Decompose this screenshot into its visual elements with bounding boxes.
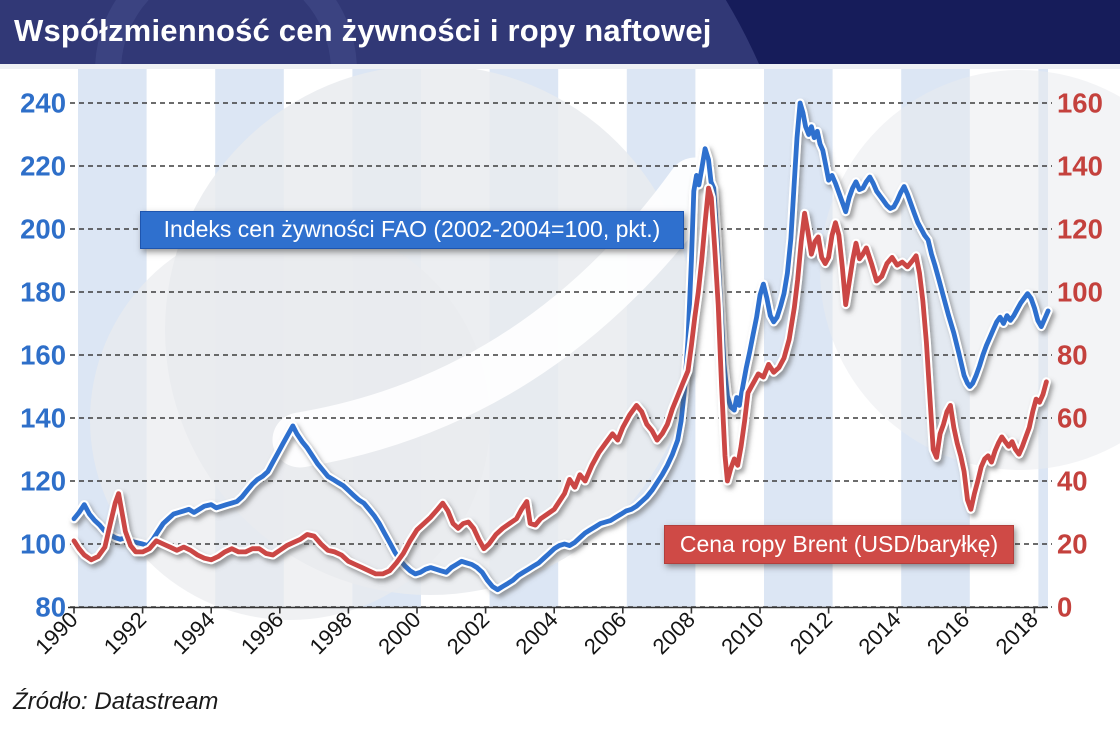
x-axis-tick-label: 2000 [373,607,425,659]
brent-series-label: Cena ropy Brent (USD/baryłkę) [664,525,1014,564]
right-axis-tick-label: 80 [1057,340,1088,371]
x-axis-tick-label: 1994 [167,607,219,659]
right-axis-tick-label: 60 [1057,403,1088,434]
left-axis-tick-label: 100 [20,529,66,560]
chart-title: Współzmienność cen żywności i ropy nafto… [14,13,712,48]
left-axis-tick-label: 80 [35,592,66,623]
x-axis-tick-label: 2004 [510,607,562,659]
right-axis-tick-label: 100 [1057,277,1103,308]
x-axis-tick-label: 1992 [99,607,151,659]
x-axis-tick-label: 2012 [785,607,837,659]
fao-series-label: Indeks cen żywności FAO (2002-2004=100, … [140,211,684,249]
x-axis-tick-label: 2010 [716,607,768,659]
x-axis-tick-label: 2016 [922,607,974,659]
right-axis-tick-label: 0 [1057,592,1072,623]
left-axis-tick-label: 200 [20,214,66,245]
left-axis-tick-label: 160 [20,340,66,371]
x-axis-tick-label: 2008 [648,607,700,659]
source-caption: Źródło: Datastream [13,688,219,715]
left-axis-tick-label: 220 [20,151,66,182]
x-axis-tick-label: 2018 [991,607,1043,659]
fao-line-series [69,98,1053,595]
right-axis-tick-label: 160 [1057,88,1103,119]
right-axis-tick-label: 140 [1057,151,1103,182]
left-axis-tick-label: 120 [20,466,66,497]
right-axis-tick-label: 40 [1057,466,1088,497]
header-divider [0,64,1120,69]
title-bar [0,0,1120,64]
left-axis-tick-label: 180 [20,277,66,308]
right-axis-tick-label: 120 [1057,214,1103,245]
x-axis-tick-label: 2002 [442,607,494,659]
left-axis-tick-label: 140 [20,403,66,434]
x-axis [68,606,1048,614]
brent-line-series [69,183,1051,579]
left-axis-tick-label: 240 [20,88,66,119]
right-axis-tick-label: 20 [1057,529,1088,560]
x-axis-tick-label: 2006 [579,607,631,659]
x-axis-tick-label: 2014 [853,607,905,659]
watermark-logo [90,65,1120,620]
